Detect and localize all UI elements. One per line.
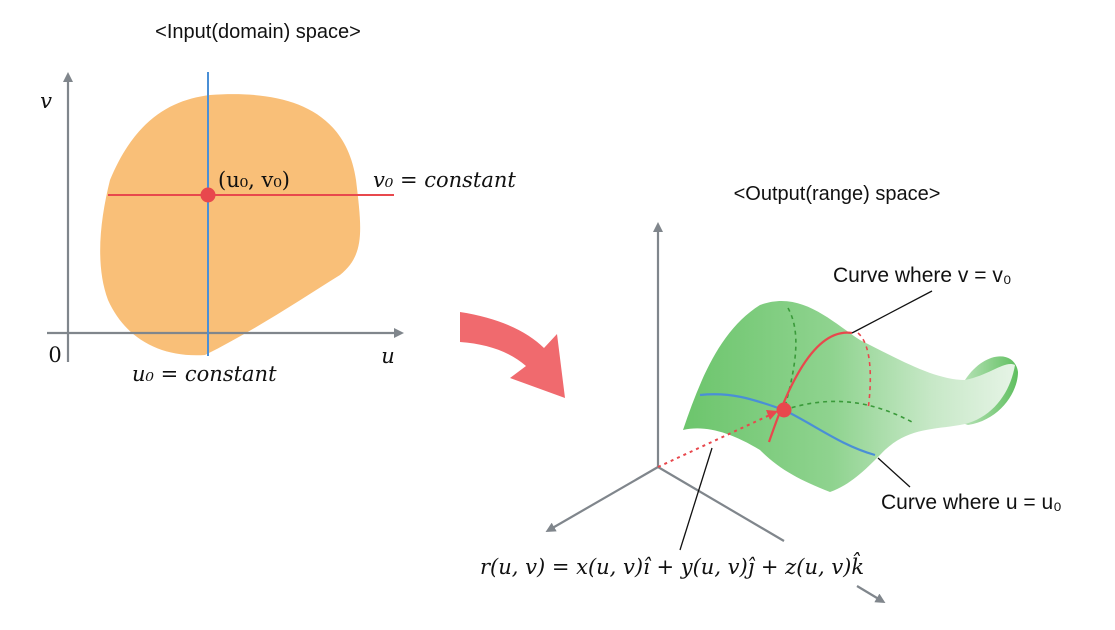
y-axis (657, 466, 785, 542)
domain-region (100, 94, 361, 356)
leader-curve-u (877, 457, 911, 488)
domain-point (200, 187, 216, 203)
x-axis (545, 466, 659, 533)
parametric-equation: r(u, v) = x(u, v)î + y(u, v)ĵ + z(u, v)k… (480, 552, 864, 579)
v-curve-hidden (857, 332, 872, 411)
curve-v-equals-v0 (767, 331, 853, 443)
curve-v-label: Curve where v = v₀ (833, 264, 1012, 287)
v-axis-label: v (40, 89, 52, 113)
leader-curve-v (851, 290, 933, 334)
domain-point-label: (u₀, v₀) (218, 168, 290, 192)
curve-u-label: Curve where u = u₀ (881, 491, 1062, 514)
u-axis-label: u (381, 344, 395, 368)
v0-constant-label: v₀ = constant (373, 168, 516, 192)
origin-label: 0 (48, 343, 61, 367)
output-panel-title: <Output(range) space> (734, 183, 941, 205)
input-panel-title: <Input(domain) space> (155, 21, 361, 43)
position-vector-head (766, 410, 778, 420)
leader-equation (679, 447, 713, 551)
hidden-v-curve (783, 400, 913, 423)
surface-point (776, 402, 792, 418)
mapping-arrow (460, 312, 565, 398)
u0-constant-label: u₀ = constant (132, 362, 277, 386)
y-axis-tip (856, 585, 886, 604)
parametric-surface (683, 300, 1015, 492)
